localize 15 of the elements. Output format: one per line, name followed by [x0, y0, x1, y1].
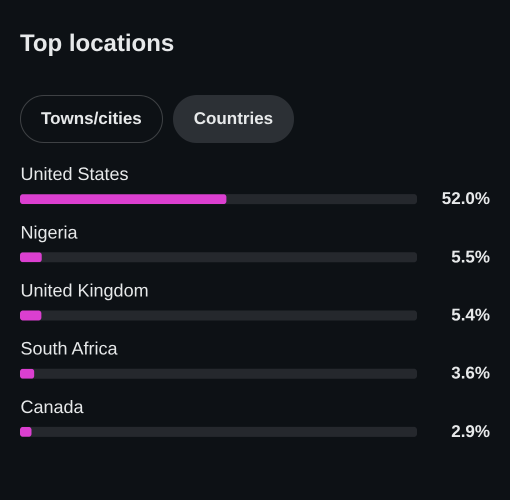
bar [20, 252, 42, 262]
y-tick-label: Canada [20, 396, 85, 417]
data-label: 5.4% [451, 306, 490, 324]
filter-button[interactable]: Countries [172, 95, 294, 143]
data-label: 2.9% [451, 422, 490, 441]
y-tick-label: United States [20, 164, 129, 184]
data-label: 5.5% [451, 247, 490, 266]
y-tick-label: Nigeria [20, 222, 79, 242]
bar [20, 310, 42, 320]
data-label: 52.0% [442, 189, 490, 208]
y-tick-label: South Africa [20, 338, 119, 359]
filter-button[interactable]: Towns/cities [20, 95, 163, 143]
chart-title: Top locations [20, 30, 174, 58]
y-tick-label: United Kingdom [20, 280, 149, 300]
data-label: 3.6% [451, 364, 490, 383]
